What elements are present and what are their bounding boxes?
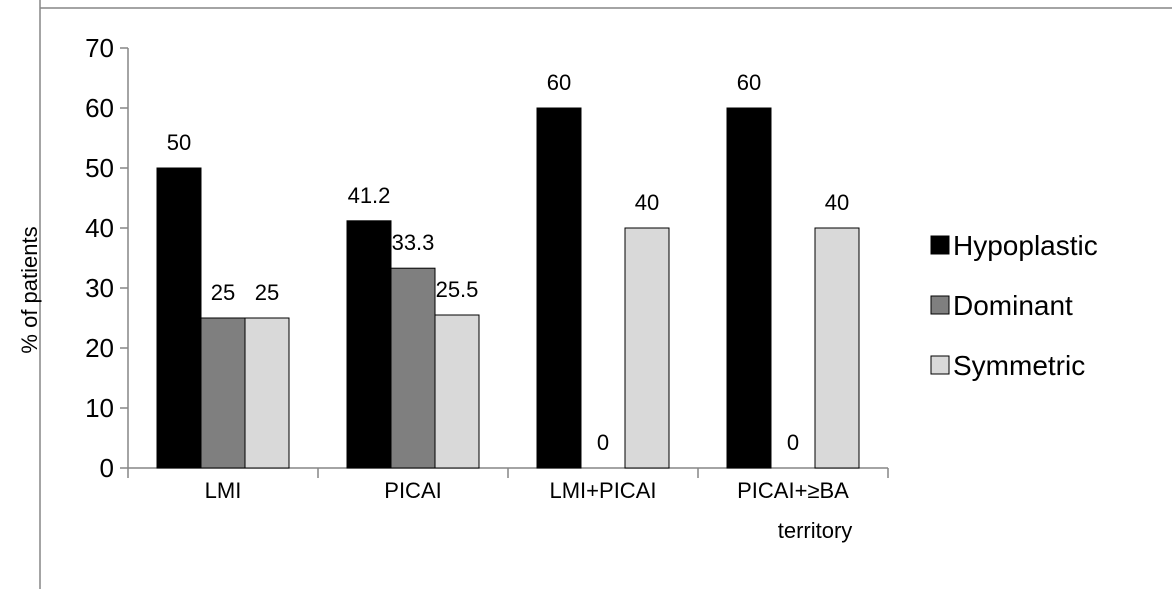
x-category-label: territory [778,518,853,543]
data-label: 33.3 [392,230,435,255]
y-tick-label: 70 [85,33,114,63]
y-tick-label: 0 [100,453,114,483]
y-tick-label: 60 [85,93,114,123]
bar-dominant [200,317,246,469]
x-category-label: PICAI [384,478,441,503]
bar-symmetric [814,227,860,469]
legend: Hypoplastic Dominant Symmetric [930,230,1098,381]
legend-label-hypoplastic: Hypoplastic [953,230,1098,261]
data-label: 40 [825,190,849,215]
data-label: 41.2 [348,183,391,208]
data-label: 60 [737,70,761,95]
legend-swatch-dominant [930,295,950,315]
data-label: 40 [635,190,659,215]
legend-label-dominant: Dominant [953,290,1073,321]
plot-area: 0 10 20 30 40 50 60 70 50 25 25 LMI 41.233.325.5 PICA… [85,33,889,543]
data-label: 50 [167,130,191,155]
bar-symmetric [244,317,290,469]
bar-symmetric [624,227,670,469]
data-label: 25 [255,280,279,305]
y-tick-label: 10 [85,393,114,423]
legend-swatch-symmetric [930,355,950,375]
bar-hypoplastic [536,107,582,469]
y-tick-label: 30 [85,273,114,303]
bar-hypoplastic [346,220,392,469]
data-label: 25 [211,280,235,305]
data-label: 60 [547,70,571,95]
x-category-label: PICAI+≥BA [737,478,849,503]
x-category-label: LMI [205,478,242,503]
data-label: 25.5 [436,277,479,302]
legend-swatch-hypoplastic [930,235,950,255]
legend-label-symmetric: Symmetric [953,350,1085,381]
bar-hypoplastic [156,167,202,469]
y-tick-label: 50 [85,153,114,183]
bar-dominant [390,267,436,469]
y-tick-label: 40 [85,213,114,243]
bar-symmetric [434,314,480,469]
y-tick-label: 20 [85,333,114,363]
data-label: 0 [597,430,609,455]
x-category-label: LMI+PICAI [550,478,657,503]
y-axis-title: % of patients [17,226,42,353]
data-label: 0 [787,430,799,455]
bar-hypoplastic [726,107,772,469]
